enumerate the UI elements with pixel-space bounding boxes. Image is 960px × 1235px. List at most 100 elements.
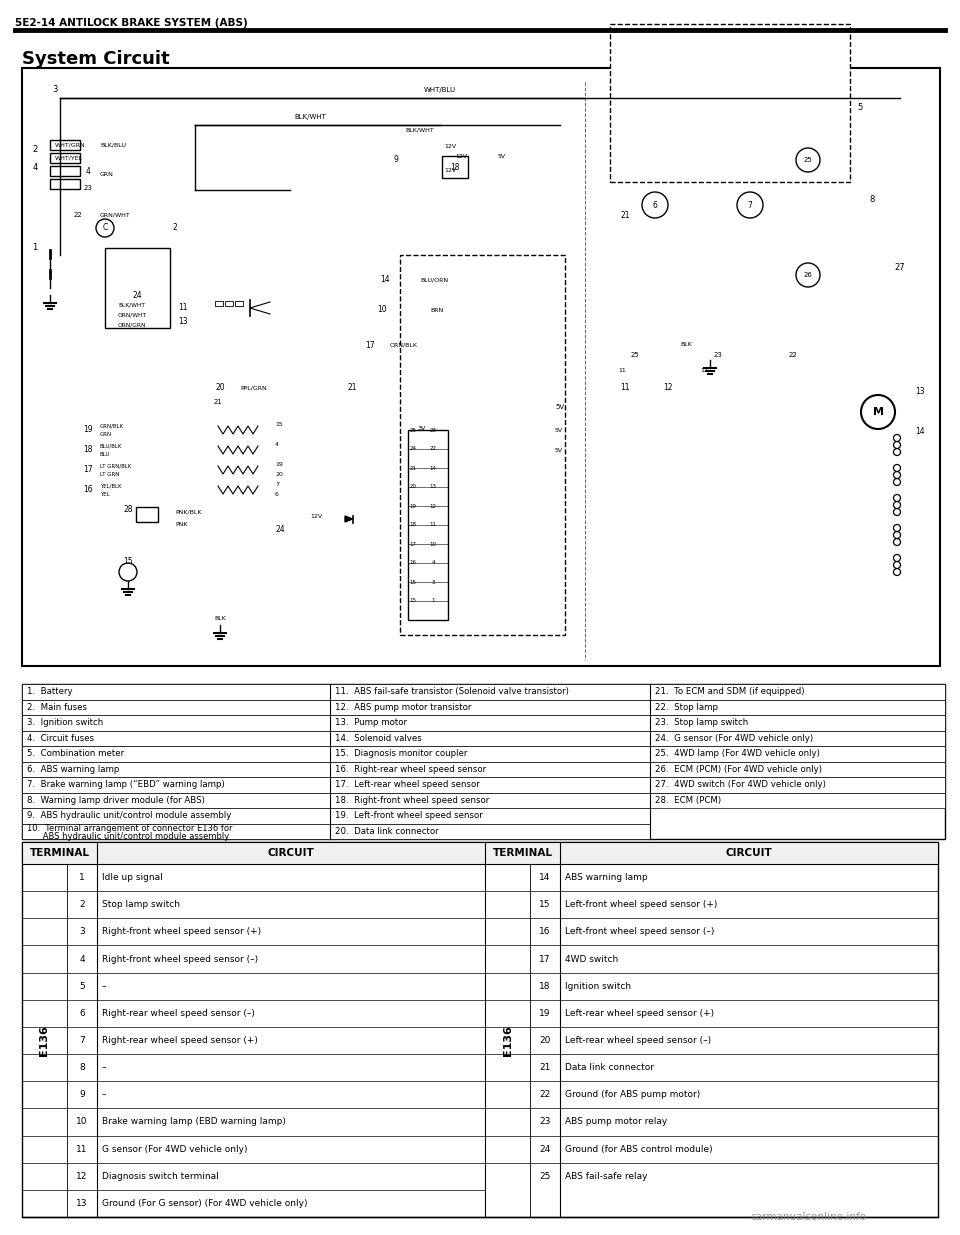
Bar (50, 165, 80, 177)
Text: 2: 2 (33, 146, 37, 154)
Text: 12: 12 (429, 504, 437, 509)
Bar (225, 301, 233, 306)
Text: 9: 9 (394, 156, 398, 164)
Text: Right-rear wheel speed sensor (–): Right-rear wheel speed sensor (–) (102, 1009, 254, 1018)
Text: BLK/WHT: BLK/WHT (294, 114, 326, 120)
Text: M: M (873, 408, 883, 417)
Text: Right-rear wheel speed sensor (+): Right-rear wheel speed sensor (+) (102, 1036, 258, 1045)
Bar (330, 824, 650, 839)
Text: Ignition switch: Ignition switch (565, 982, 631, 990)
Text: –: – (102, 1063, 107, 1072)
Text: BLK: BLK (214, 615, 226, 620)
Circle shape (119, 563, 137, 580)
Text: 17: 17 (365, 341, 374, 350)
Text: ABS warning lamp: ABS warning lamp (565, 873, 648, 882)
Text: 14: 14 (380, 275, 390, 284)
Text: 16: 16 (540, 927, 551, 936)
Text: 9: 9 (79, 1091, 84, 1099)
Text: 10: 10 (377, 305, 387, 315)
Text: 18.  Right-front wheel speed sensor: 18. Right-front wheel speed sensor (335, 795, 490, 805)
Bar (22, 730, 330, 746)
Text: BLU/ORN: BLU/ORN (420, 278, 448, 283)
Text: BLK/BLU: BLK/BLU (100, 142, 126, 147)
Bar (22, 715, 330, 730)
Text: 17.  Left-rear wheel speed sensor: 17. Left-rear wheel speed sensor (335, 781, 480, 789)
Text: 28.  ECM (PCM): 28. ECM (PCM) (655, 795, 721, 805)
Text: G sensor (For 4WD vehicle only): G sensor (For 4WD vehicle only) (102, 1145, 248, 1153)
Text: ABS pump motor relay: ABS pump motor relay (565, 1118, 667, 1126)
Text: 25: 25 (631, 352, 639, 358)
Text: 16.  Right-rear wheel speed sensor: 16. Right-rear wheel speed sensor (335, 764, 486, 774)
Text: 10: 10 (429, 541, 437, 547)
Text: GRN/BLK: GRN/BLK (100, 424, 124, 429)
Text: 16: 16 (410, 561, 417, 566)
Text: 10.  Terminal arrangement of connector E136 for: 10. Terminal arrangement of connector E1… (27, 824, 232, 832)
Bar (650, 730, 945, 746)
Text: 19: 19 (410, 504, 417, 509)
Circle shape (894, 568, 900, 576)
Text: 23.  Stop lamp switch: 23. Stop lamp switch (655, 719, 748, 727)
Text: ABS hydraulic unit/control module assembly: ABS hydraulic unit/control module assemb… (27, 831, 229, 841)
Circle shape (861, 395, 895, 429)
Text: TERMINAL: TERMINAL (492, 848, 553, 858)
Text: Ground (for ABS control module): Ground (for ABS control module) (565, 1145, 712, 1153)
Text: 8.  Warning lamp driver module (for ABS): 8. Warning lamp driver module (for ABS) (27, 795, 204, 805)
Text: 6: 6 (79, 1009, 84, 1018)
Circle shape (894, 531, 900, 538)
Circle shape (796, 148, 820, 172)
Text: 24: 24 (540, 1145, 551, 1153)
Text: carmanualsonline.info: carmanualsonline.info (750, 1212, 866, 1221)
Text: Ground (for ABS pump motor): Ground (for ABS pump motor) (565, 1091, 700, 1099)
Text: ORN/WHT: ORN/WHT (118, 312, 147, 317)
Text: 28: 28 (123, 505, 132, 515)
Bar (610, 23, 850, 182)
Text: Ground (For G sensor) (For 4WD vehicle only): Ground (For G sensor) (For 4WD vehicle o… (102, 1199, 307, 1208)
Text: 1: 1 (79, 873, 84, 882)
Bar (330, 762, 650, 777)
Text: C: C (103, 224, 108, 232)
Text: 17: 17 (84, 466, 93, 474)
Text: 22.  Stop lamp: 22. Stop lamp (655, 703, 718, 711)
Text: 2.  Main fuses: 2. Main fuses (27, 703, 87, 711)
Text: BLU: BLU (100, 452, 110, 457)
Text: E136: E136 (39, 1025, 50, 1056)
Text: 3V: 3V (418, 426, 426, 431)
Circle shape (894, 472, 900, 478)
Text: 24.  G sensor (For 4WD vehicle only): 24. G sensor (For 4WD vehicle only) (655, 734, 813, 742)
Text: 12: 12 (76, 1172, 87, 1181)
Text: 1: 1 (33, 243, 37, 252)
Text: 27.  4WD switch (For 4WD vehicle only): 27. 4WD switch (For 4WD vehicle only) (655, 781, 826, 789)
Text: 5E2-14 ANTILOCK BRAKE SYSTEM (ABS): 5E2-14 ANTILOCK BRAKE SYSTEM (ABS) (15, 19, 248, 28)
Bar (442, 156, 468, 178)
Text: 7: 7 (275, 483, 279, 488)
Bar (400, 254, 565, 635)
Bar (50, 179, 80, 189)
Text: 19: 19 (275, 462, 283, 468)
Text: WHT/GRN: WHT/GRN (55, 142, 85, 147)
Text: 21: 21 (540, 1063, 551, 1072)
Text: 7: 7 (748, 200, 753, 210)
Text: 13: 13 (76, 1199, 87, 1208)
Bar (22, 699, 330, 715)
Text: 11: 11 (618, 368, 626, 373)
Circle shape (894, 435, 900, 441)
Text: 6: 6 (653, 200, 658, 210)
Bar (330, 808, 650, 824)
Text: 12V: 12V (310, 514, 323, 519)
Text: Data link connector: Data link connector (565, 1063, 654, 1072)
Bar (330, 777, 650, 793)
Text: 23: 23 (429, 427, 437, 432)
Bar (136, 508, 158, 522)
Text: System Circuit: System Circuit (22, 49, 170, 68)
Text: 8: 8 (79, 1063, 84, 1072)
Text: 12V: 12V (444, 144, 456, 149)
Text: 13: 13 (915, 388, 924, 396)
Text: 4: 4 (275, 442, 279, 447)
Text: 5V: 5V (555, 404, 564, 410)
Text: 3: 3 (431, 579, 435, 584)
Bar (22, 842, 938, 864)
Bar (22, 684, 330, 699)
Text: 3: 3 (52, 85, 58, 95)
Circle shape (894, 509, 900, 515)
Text: 19: 19 (84, 426, 93, 435)
